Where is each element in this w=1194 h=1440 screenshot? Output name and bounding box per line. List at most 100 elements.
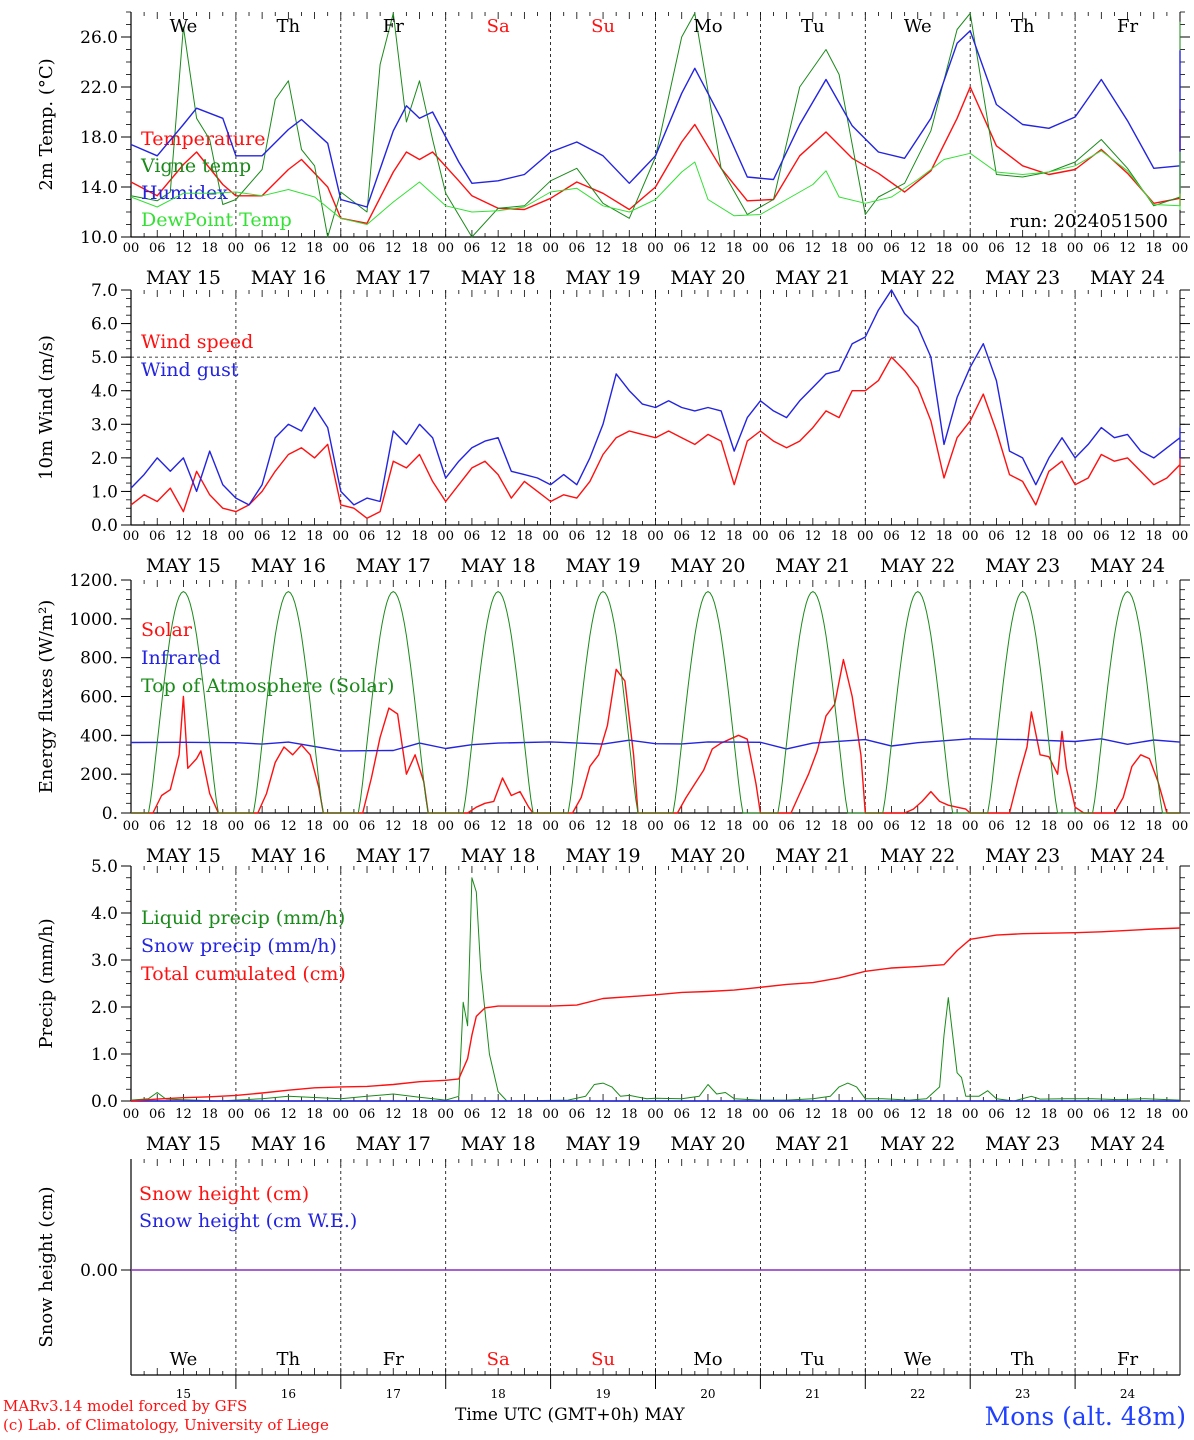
weekday-label: Sa [487,16,510,37]
y-tick-label: 3.0 [91,415,118,435]
series-line-top-of-atmosphere-solar [131,591,1180,814]
hour-tick-label: 06 [359,1107,376,1122]
weekday-label: Th [277,16,301,37]
hour-tick-label: 00 [1172,529,1189,544]
day-number-label: 20 [700,1387,715,1401]
hour-tick-label: 00 [437,819,454,834]
date-label: MAY 17 [356,267,431,289]
hour-tick-label: 00 [228,241,245,256]
hour-tick-label: 00 [333,529,350,544]
hour-tick-label: 00 [542,819,559,834]
hour-tick-label: 06 [673,1107,690,1122]
date-label: MAY 22 [880,845,955,867]
day-number-label: 21 [805,1387,820,1401]
hour-tick-label: 12 [1014,819,1031,834]
weekday-label: Mo [693,16,722,37]
date-label: MAY 17 [356,555,431,577]
hour-tick-label: 00 [1172,1107,1189,1122]
panel-snow: 0.00 Snow height (cm) Snow height (cm) Snow… [36,1159,1190,1401]
date-label: MAY 21 [775,555,850,577]
hour-tick-label: 00 [857,819,874,834]
date-label: MAY 23 [985,845,1060,867]
hour-tick-label: 18 [831,241,848,256]
y-tick-label: 2.0 [91,998,118,1018]
date-label: MAY 20 [670,555,745,577]
hour-tick-label: 06 [149,819,166,834]
date-label: MAY 19 [565,267,640,289]
hour-tick-label: 18 [201,1107,218,1122]
hour-tick-label: 00 [123,1107,140,1122]
weekday-label: Fr [1117,16,1138,37]
y-tick-label: 7.0 [91,281,118,301]
hour-tick-label: 06 [569,529,586,544]
weekday-label: Th [1011,16,1035,37]
hour-tick-label: 18 [936,241,953,256]
hour-tick-label: 12 [909,1107,926,1122]
hour-tick-label: 00 [333,241,350,256]
y-tick-label: 4.0 [91,382,118,402]
hour-tick-label: 06 [988,819,1005,834]
hour-tick-label: 00 [962,1107,979,1122]
model-credit: MARv3.14 model forced by GFS [3,1397,248,1415]
date-label: MAY 18 [461,555,536,577]
hour-tick-label: 06 [149,529,166,544]
hour-tick-label: 18 [306,819,323,834]
hour-tick-label: 06 [359,241,376,256]
date-label: MAY 24 [1090,1133,1165,1155]
y-tick-label: 200. [80,765,118,785]
hour-tick-label: 06 [1093,1107,1110,1122]
hour-tick-label: 06 [673,819,690,834]
hour-tick-label: 12 [595,241,612,256]
hour-tick-label: 06 [1093,529,1110,544]
hour-tick-label: 18 [726,819,743,834]
hour-tick-label: 12 [595,1107,612,1122]
weekday-label: We [904,16,932,37]
weekday-label: We [904,1349,932,1370]
legend-entry: Vigne temp [140,155,251,177]
date-label: MAY 24 [1090,555,1165,577]
hour-tick-label: 06 [359,529,376,544]
y-axis-title: Precip (mm/h) [36,918,57,1048]
hour-tick-label: 06 [149,241,166,256]
hour-tick-label: 00 [123,241,140,256]
weekday-label: Sa [487,1349,510,1370]
y-tick-label: 1200. [69,571,118,591]
hour-tick-label: 00 [1172,819,1189,834]
date-label: MAY 17 [356,1133,431,1155]
hour-tick-label: 12 [595,529,612,544]
hour-tick-label: 12 [805,529,822,544]
panel-precip: 0.0 1.0 2.0 3.0 4.0 5.0 Precip (mm/h) Liquid pr… [36,857,1190,1155]
hour-tick-label: 06 [254,529,271,544]
hour-tick-label: 12 [385,241,402,256]
day-number-label: 24 [1120,1387,1136,1401]
hour-tick-label: 18 [306,1107,323,1122]
hour-tick-label: 18 [1146,529,1163,544]
series-line-wind-gust [130,289,1181,506]
hour-tick-label: 18 [201,819,218,834]
hour-tick-label: 00 [437,1107,454,1122]
y-tick-label: 0.0 [91,1092,118,1112]
hour-tick-label: 06 [883,1107,900,1122]
date-label: MAY 18 [461,1133,536,1155]
hour-tick-label: 00 [857,1107,874,1122]
hour-tick-label: 06 [464,241,481,256]
y-tick-label: 1000. [69,610,118,630]
hour-tick-label: 18 [621,529,638,544]
hour-tick-label: 18 [621,241,638,256]
hour-tick-label: 00 [1067,819,1084,834]
hour-tick-label: 18 [201,529,218,544]
hour-tick-label: 06 [673,241,690,256]
x-axis-title: Time UTC (GMT+0h) [455,1405,640,1425]
hour-tick-label: 18 [1146,819,1163,834]
hour-tick-label: 00 [1067,529,1084,544]
y-tick-label: 400. [80,726,118,746]
y-axis-title: Snow height (cm) [36,1186,57,1347]
hour-tick-label: 12 [700,819,717,834]
weekday-label: Tu [801,16,825,37]
hour-tick-label: 00 [123,529,140,544]
legend-entry: Temperature [141,128,265,150]
hour-tick-label: 06 [883,819,900,834]
hour-tick-label: 12 [805,241,822,256]
hour-tick-label: 06 [883,529,900,544]
